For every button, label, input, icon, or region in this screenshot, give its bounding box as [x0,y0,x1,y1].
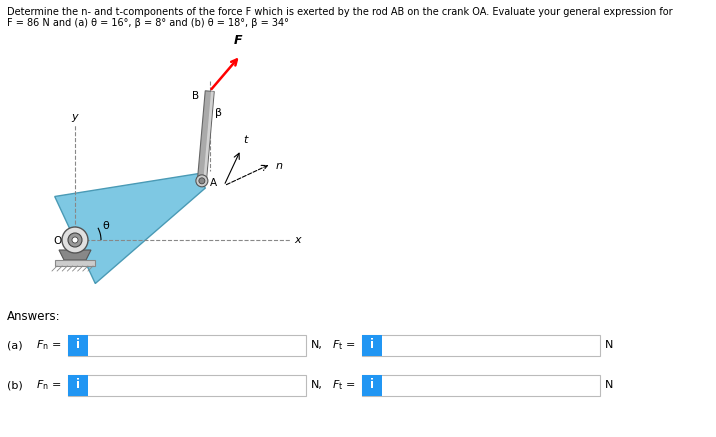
Text: O: O [53,236,61,246]
Bar [55,260,95,266]
Text: i: i [370,339,374,351]
Text: N: N [605,340,614,350]
Text: N: N [605,380,614,390]
Bar [362,375,600,395]
Text: B: B [192,91,199,101]
Text: θ: θ [102,221,109,231]
Text: N,: N, [311,380,323,390]
Text: (b): (b) [7,380,23,390]
Text: $F_\mathrm{n}$ =: $F_\mathrm{n}$ = [36,338,62,352]
Text: $F_\mathrm{t}$ =: $F_\mathrm{t}$ = [332,378,355,392]
Text: A: A [210,178,217,188]
Bar [68,334,88,356]
Text: $F_\mathrm{n}$ =: $F_\mathrm{n}$ = [36,378,62,392]
Circle shape [72,237,78,243]
Text: i: i [370,378,374,392]
Text: i: i [76,339,80,351]
Text: i: i [76,378,80,392]
Polygon shape [198,91,214,181]
Bar [362,375,382,395]
Polygon shape [54,173,205,284]
Bar [68,375,88,395]
Text: t: t [243,135,247,145]
Text: F: F [234,34,243,47]
Bar [68,334,306,356]
Bar [362,334,600,356]
Text: F = 86 N and (a) θ = 16°, β = 8° and (b) θ = 18°, β = 34°: F = 86 N and (a) θ = 16°, β = 8° and (b)… [7,18,289,28]
Text: (a): (a) [7,340,23,350]
Text: y: y [72,112,78,122]
Text: β: β [215,108,222,118]
Bar [362,334,382,356]
Text: x: x [294,235,301,245]
Circle shape [62,227,88,253]
Text: N,: N, [311,340,323,350]
Text: Determine the n- and t-components of the force F which is exerted by the rod AB : Determine the n- and t-components of the… [7,7,672,17]
Circle shape [196,175,208,187]
Text: $F_\mathrm{t}$ =: $F_\mathrm{t}$ = [332,338,355,352]
Polygon shape [203,91,214,181]
Bar [68,375,306,395]
Text: n: n [276,161,283,171]
Polygon shape [59,250,91,260]
Circle shape [68,233,82,247]
Circle shape [199,178,205,184]
Text: Answers:: Answers: [7,310,61,323]
